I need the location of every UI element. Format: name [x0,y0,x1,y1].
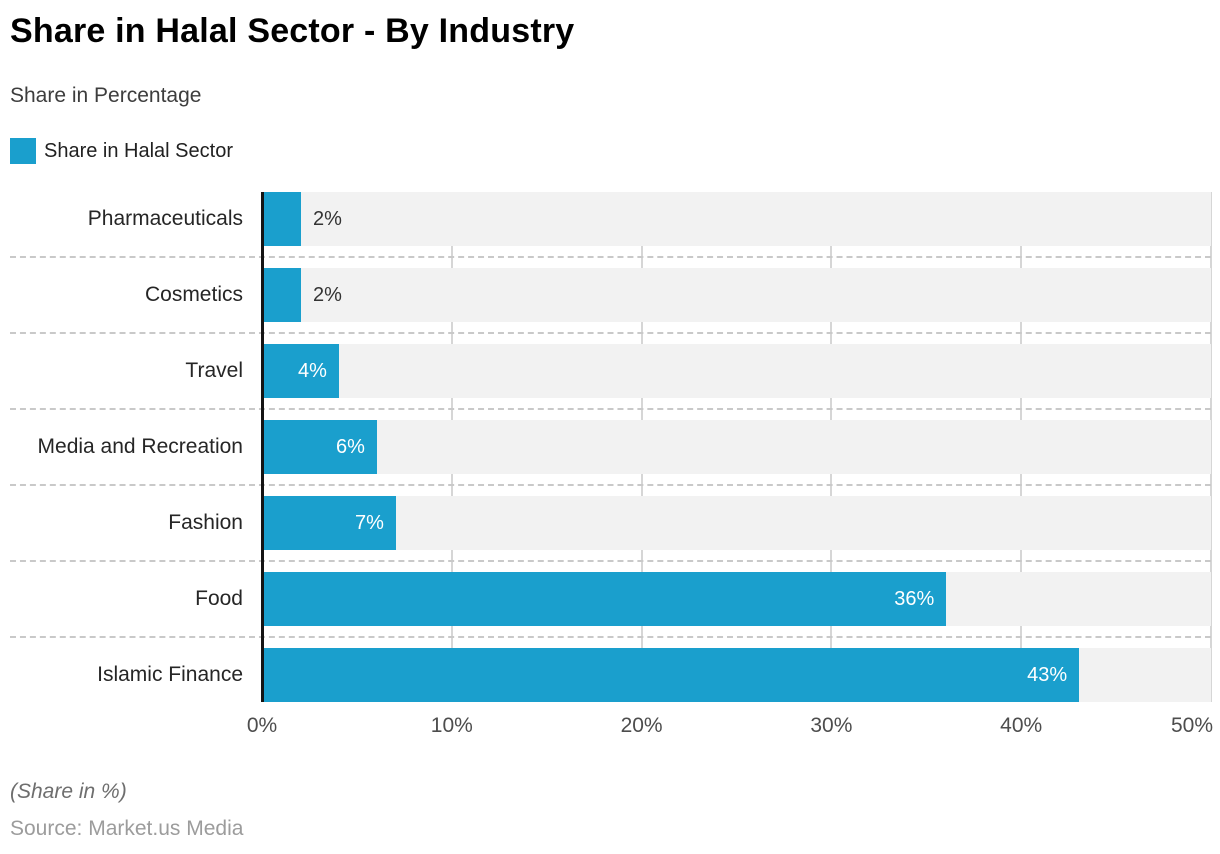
x-tick-label: 40% [1000,714,1043,737]
row-band [262,268,1211,322]
y-axis-line [261,192,264,702]
bar-food[interactable] [263,572,947,626]
row-separator [10,560,1211,562]
bar-islamic-finance[interactable] [263,648,1080,702]
category-label: Travel [185,359,243,382]
footer-source: Source: Market.us Media [10,817,244,840]
category-label: Pharmaceuticals [87,207,243,230]
value-label: 2% [312,208,342,230]
bar-pharmaceuticals[interactable] [263,192,301,246]
value-label: 4% [298,360,327,382]
row-band [262,420,1211,474]
category-label: Fashion [168,511,243,534]
row-separator [10,256,1211,258]
category-label: Media and Recreation [37,435,243,458]
bar-chart-plot-area: Pharmaceuticals 2% Cosmetics 2% Travel 4% Medi… [0,192,1220,752]
chart-subtitle: Share in Percentage [10,84,202,107]
bar-cosmetics[interactable] [263,268,301,322]
bar-fashion[interactable] [263,496,396,550]
legend-item[interactable]: Share in Halal Sector [10,138,233,164]
value-label: 36% [894,588,935,610]
value-label: 2% [312,284,342,306]
row-separator [10,484,1211,486]
category-label: Cosmetics [144,283,243,306]
x-tick-label: 30% [810,714,853,737]
legend-label: Share in Halal Sector [44,139,233,162]
x-tick-label: 20% [620,714,663,737]
chart-title: Share in Halal Sector - By Industry [10,12,575,50]
value-label: 7% [354,512,384,534]
row-band [262,496,1211,550]
value-label: 43% [1027,664,1068,686]
row-band [262,192,1211,246]
footer-note: (Share in %) [10,780,127,803]
row-separator [10,332,1211,334]
row-band [262,344,1211,398]
row-separator [10,408,1211,410]
x-tick-label: 0% [246,714,278,737]
category-label: Islamic Finance [97,663,243,686]
x-tick-label: 10% [430,714,473,737]
category-label: Food [195,587,243,610]
bar-travel[interactable] [263,344,339,398]
x-tick-label: 50% [1170,714,1213,737]
value-label: 6% [335,436,365,458]
bar-media-and-recreation[interactable] [263,420,377,474]
gridline-50% [1210,192,1212,702]
legend-swatch-icon [10,138,36,164]
row-separator [10,636,1211,638]
